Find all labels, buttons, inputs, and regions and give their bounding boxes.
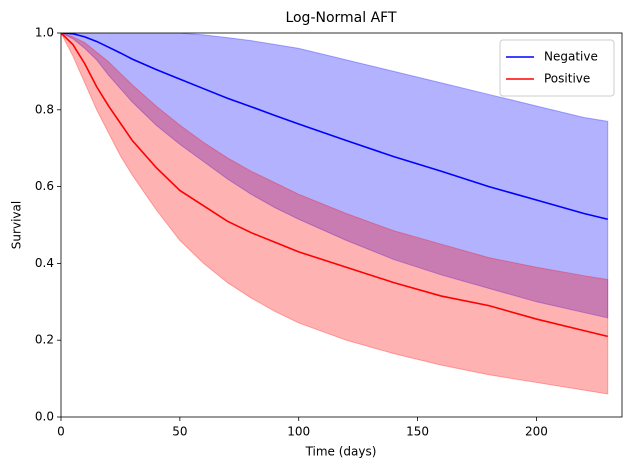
x-tick-label: 150 bbox=[406, 425, 429, 439]
line bbox=[61, 33, 608, 338]
y-tick-label: 0.2 bbox=[35, 333, 54, 347]
y-tick-label: 0.4 bbox=[35, 256, 54, 270]
chart-title: Log-Normal AFT bbox=[285, 10, 397, 26]
x-tick-label: 50 bbox=[172, 425, 187, 439]
line bbox=[61, 33, 608, 221]
legend-box bbox=[499, 39, 615, 97]
confidence-band bbox=[61, 33, 609, 319]
x-tick-label: 200 bbox=[525, 425, 548, 439]
y-tick-label: 0.8 bbox=[35, 102, 54, 116]
confidence-band bbox=[61, 33, 609, 395]
x-tick-label: 100 bbox=[287, 425, 310, 439]
x-axis-label: Time (days) bbox=[305, 445, 377, 459]
plot-frame bbox=[60, 32, 623, 418]
y-axis-label: Survival bbox=[10, 201, 24, 249]
y-tick-label: 1.0 bbox=[35, 26, 54, 40]
x-tick-label: 0 bbox=[57, 425, 65, 439]
legend-label: Positive bbox=[544, 72, 590, 86]
y-tick-label: 0.6 bbox=[35, 179, 54, 193]
y-tick-label: 0.0 bbox=[35, 410, 54, 424]
legend-label: Negative bbox=[544, 50, 598, 64]
